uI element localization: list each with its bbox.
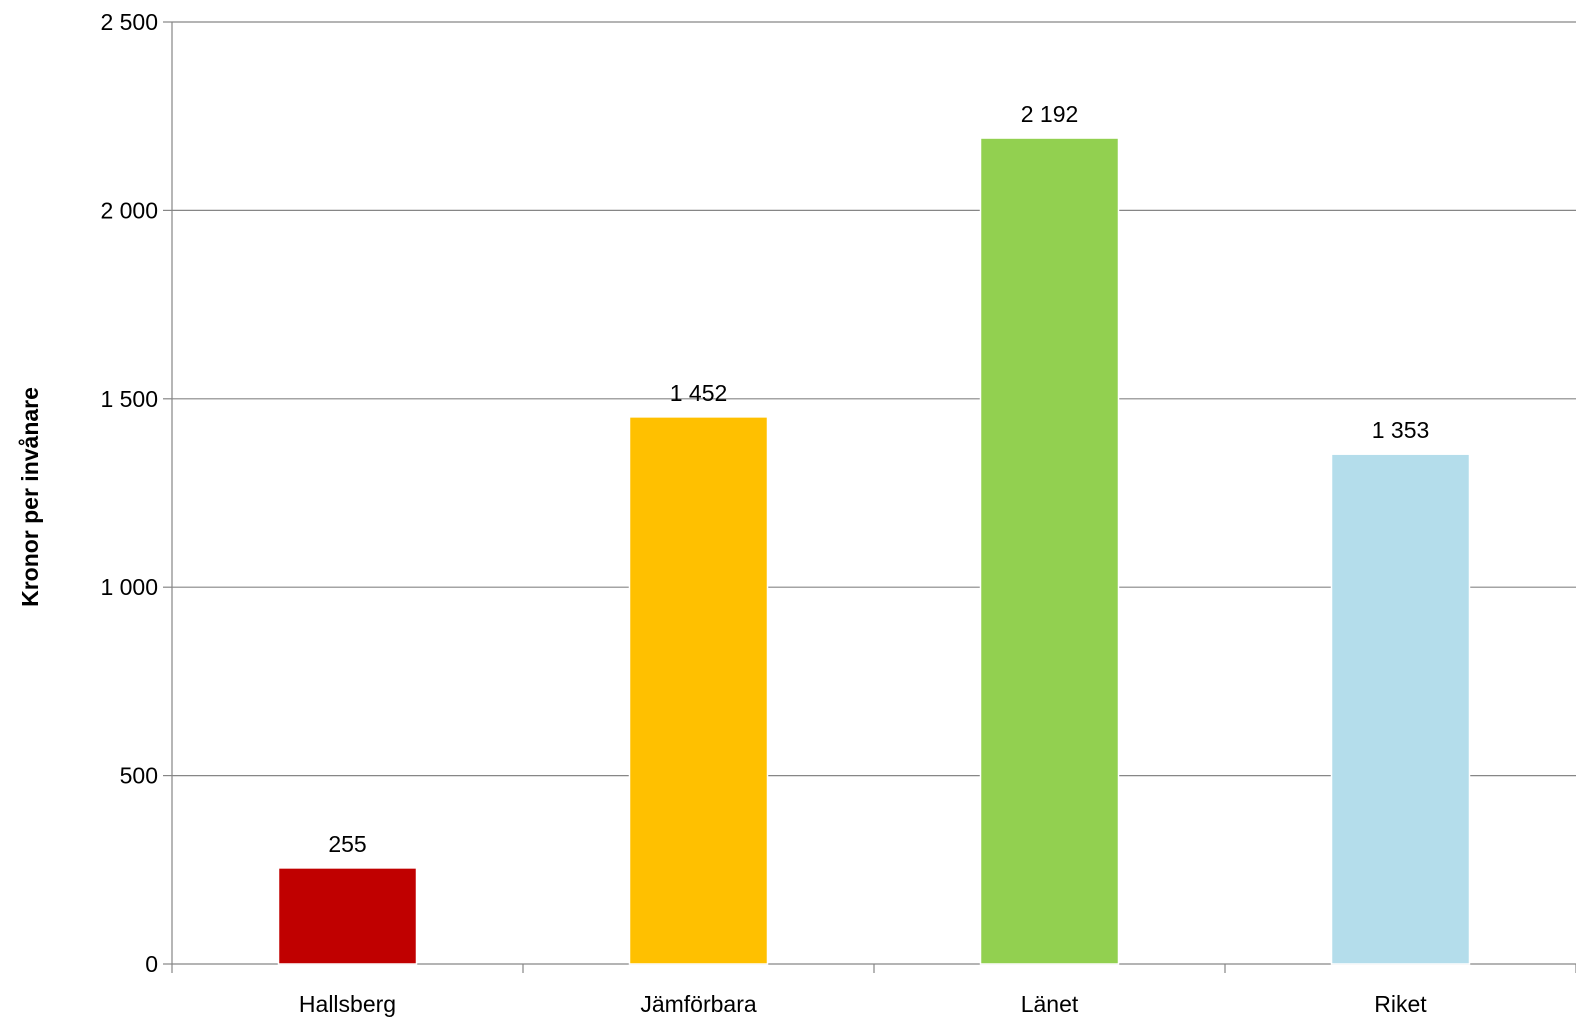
y-tick-label: 1 500 bbox=[100, 386, 158, 412]
data-label: 255 bbox=[328, 831, 366, 857]
data-label: 2 192 bbox=[1021, 101, 1079, 127]
y-tick-label: 500 bbox=[120, 763, 158, 789]
data-label: 1 452 bbox=[670, 380, 728, 406]
x-category-label: Länet bbox=[1021, 991, 1079, 1017]
y-axis-title: Kronor per invånare bbox=[17, 387, 43, 607]
y-tick-label: 0 bbox=[145, 951, 158, 977]
y-tick-label: 1 000 bbox=[100, 574, 158, 600]
y-tick-label: 2 000 bbox=[100, 197, 158, 223]
bar-hallsberg bbox=[277, 867, 418, 965]
x-category-label: Jämförbara bbox=[640, 991, 757, 1017]
data-label: 1 353 bbox=[1372, 417, 1430, 443]
x-category-label: Hallsberg bbox=[299, 991, 396, 1017]
bar-riket bbox=[1330, 453, 1471, 965]
labels: 0 500 1 000 1 500 2 000 2 500 255 Hallsberg 1 45… bbox=[100, 9, 1429, 1017]
bar-l-net bbox=[979, 137, 1120, 965]
bars bbox=[277, 137, 1471, 965]
y-tick-label: 2 500 bbox=[100, 9, 158, 35]
x-category-label: Riket bbox=[1374, 991, 1427, 1017]
bar-j-mf-rbara bbox=[628, 416, 769, 965]
